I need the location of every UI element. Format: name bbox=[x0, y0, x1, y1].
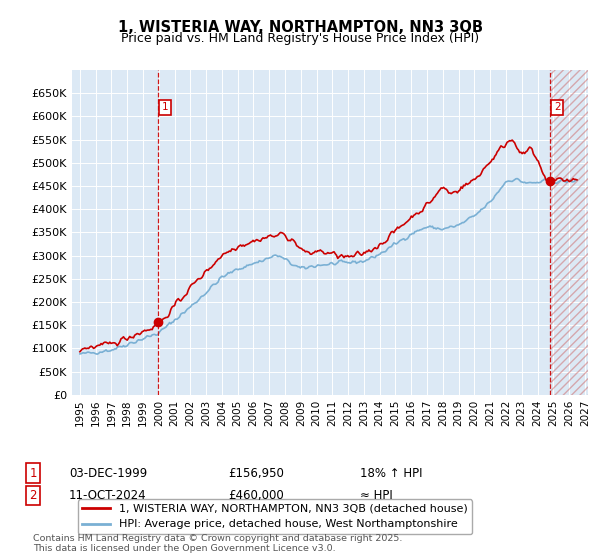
Text: 1: 1 bbox=[29, 466, 37, 480]
Text: ≈ HPI: ≈ HPI bbox=[360, 489, 393, 502]
Text: £156,950: £156,950 bbox=[228, 466, 284, 480]
Text: 2: 2 bbox=[554, 102, 560, 112]
Text: 1: 1 bbox=[161, 102, 168, 112]
Text: 03-DEC-1999: 03-DEC-1999 bbox=[69, 466, 147, 480]
Text: £460,000: £460,000 bbox=[228, 489, 284, 502]
Text: Contains HM Land Registry data © Crown copyright and database right 2025.
This d: Contains HM Land Registry data © Crown c… bbox=[33, 534, 403, 553]
Text: Price paid vs. HM Land Registry's House Price Index (HPI): Price paid vs. HM Land Registry's House … bbox=[121, 32, 479, 45]
Text: 18% ↑ HPI: 18% ↑ HPI bbox=[360, 466, 422, 480]
Text: 2: 2 bbox=[29, 489, 37, 502]
Text: 11-OCT-2024: 11-OCT-2024 bbox=[69, 489, 146, 502]
Text: 1, WISTERIA WAY, NORTHAMPTON, NN3 3QB: 1, WISTERIA WAY, NORTHAMPTON, NN3 3QB bbox=[118, 20, 482, 35]
Legend: 1, WISTERIA WAY, NORTHAMPTON, NN3 3QB (detached house), HPI: Average price, deta: 1, WISTERIA WAY, NORTHAMPTON, NN3 3QB (d… bbox=[77, 500, 472, 534]
